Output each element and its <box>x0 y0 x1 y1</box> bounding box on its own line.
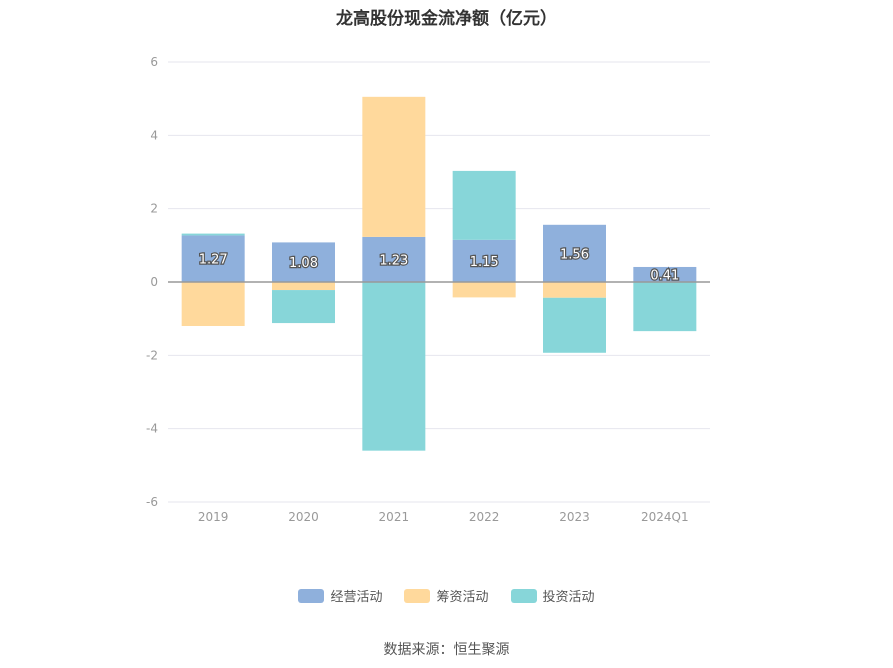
legend-item[interactable]: 经营活动 <box>298 586 382 605</box>
bar-2022-series-2 <box>452 170 516 240</box>
bar-2022-series-1 <box>452 282 516 298</box>
y-tick-label: -4 <box>146 422 158 436</box>
legend-label: 筹资活动 <box>436 590 489 605</box>
data-label: 1.08 <box>289 256 318 271</box>
bar-2024Q1-series-2 <box>633 282 697 332</box>
bar-2019-series-1 <box>181 282 245 326</box>
x-tick-label: 2021 <box>379 510 410 524</box>
bar-2023-series-2 <box>543 297 606 353</box>
cash-flow-chart: 1.27 1.08 1.23 1.15 1.56 0.41 6 4 2 0 -2 -4 -6 2019 2… <box>146 55 710 524</box>
y-tick-label: -6 <box>146 495 158 509</box>
x-tick-label: 2024Q1 <box>641 510 689 524</box>
x-tick-label: 2022 <box>469 510 500 524</box>
data-label: 1.56 <box>560 247 589 262</box>
chart-title: 龙高股份现金流净额（亿元） <box>336 9 557 29</box>
x-tick-label: 2019 <box>198 510 229 524</box>
data-label: 1.23 <box>379 253 408 268</box>
x-tick-label: 2023 <box>559 510 590 524</box>
y-tick-label: 4 <box>150 128 158 142</box>
data-labels: 1.27 1.08 1.23 1.15 1.56 0.41 <box>197 246 680 284</box>
legend-item[interactable]: 投资活动 <box>510 586 595 605</box>
data-label: 0.41 <box>650 268 679 283</box>
legend-item[interactable]: 筹资活动 <box>404 586 489 605</box>
bar-2022-series-0 <box>452 239 516 282</box>
bar-2021-series-2 <box>362 282 426 451</box>
bar-2020-series-2 <box>272 290 335 324</box>
x-tick-label: 2020 <box>288 510 319 524</box>
tick-labels: 6 4 2 0 -2 -4 -6 2019 2020 2021 2022 2023 2024Q1 <box>146 55 689 524</box>
y-tick-label: 6 <box>150 55 158 69</box>
data-label: 1.15 <box>470 255 499 270</box>
bar-2023-series-0 <box>543 224 606 282</box>
source-note: 数据来源：恒生聚源 <box>383 642 510 658</box>
bars <box>181 96 697 451</box>
bar-2021-series-0 <box>362 236 426 282</box>
legend: 经营活动 筹资活动 投资活动 <box>0 586 893 605</box>
grid-lines <box>168 61 710 503</box>
y-tick-label: 2 <box>150 202 158 216</box>
legend-label: 投资活动 <box>542 590 595 605</box>
y-tick-label: 0 <box>150 275 158 289</box>
bar-2019-series-0 <box>181 235 245 282</box>
bar-2023-series-1 <box>543 282 606 298</box>
bar-2019-series-2 <box>181 233 245 236</box>
legend-swatch <box>510 588 537 603</box>
bar-2021-series-1 <box>362 96 426 237</box>
bar-2020-series-1 <box>272 282 335 291</box>
bar-2020-series-0 <box>272 242 335 282</box>
bar-2024Q1-series-0 <box>633 266 697 282</box>
legend-swatch <box>298 588 325 603</box>
legend-swatch <box>404 588 431 603</box>
y-tick-label: -2 <box>146 348 158 362</box>
data-label: 1.27 <box>199 253 228 268</box>
legend-label: 经营活动 <box>330 590 383 605</box>
